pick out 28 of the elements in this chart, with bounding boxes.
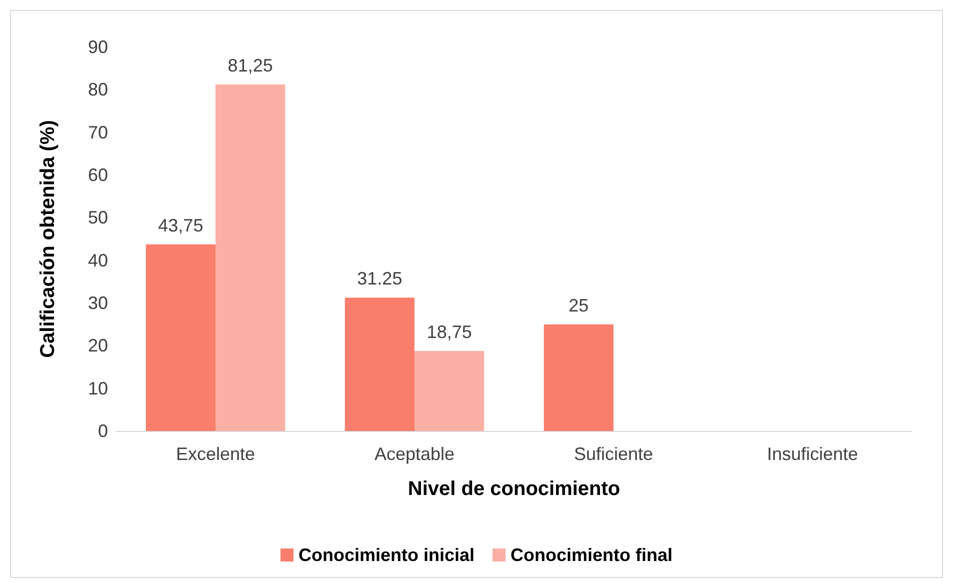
bar	[344, 298, 414, 431]
bar	[544, 324, 614, 431]
data-label: 25	[568, 295, 589, 316]
data-label: 31.25	[357, 268, 402, 289]
data-label: 43,75	[158, 215, 204, 236]
x-tick-label: Suficiente	[574, 444, 654, 464]
y-tick-label: 50	[88, 208, 108, 228]
y-axis-title: Calificación obtenida (%)	[37, 120, 59, 358]
bar	[216, 84, 286, 431]
y-tick-label: 20	[88, 336, 108, 356]
x-tick-label: Insuficiente	[766, 444, 858, 464]
bar	[414, 351, 484, 431]
y-tick-label: 10	[88, 378, 108, 398]
data-label: 81,25	[228, 55, 273, 76]
y-tick-label: 70	[88, 122, 108, 142]
x-axis-title: Nivel de conocimiento	[408, 478, 620, 500]
legend-label: Conocimiento final	[510, 545, 673, 565]
y-tick-label: 0	[98, 421, 108, 441]
y-tick-label: 80	[88, 80, 108, 100]
bar	[146, 244, 216, 431]
y-tick-label: 40	[88, 250, 108, 270]
data-label: 18,75	[426, 322, 472, 342]
y-tick-label: 30	[88, 293, 108, 313]
legend-label: Conocimiento inicial	[298, 545, 475, 565]
x-tick-label: Excelente	[176, 444, 256, 464]
x-tick-label: Aceptable	[374, 444, 455, 464]
y-tick-label: 60	[88, 165, 108, 185]
y-tick-label: 90	[88, 37, 108, 57]
